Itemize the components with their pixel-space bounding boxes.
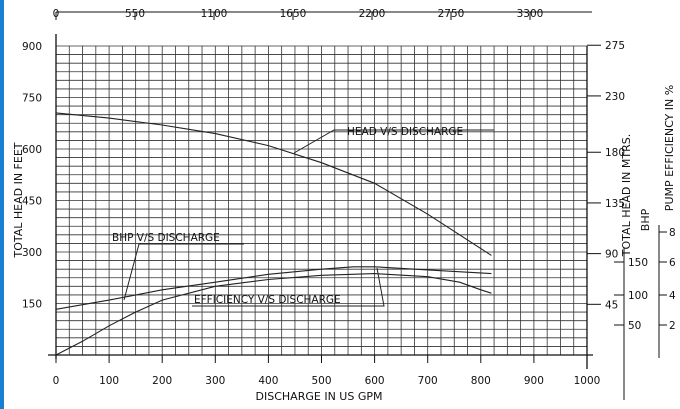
efficiency-annotation-leader	[192, 267, 385, 307]
y-right-tick-label: 45	[605, 299, 618, 311]
y-left-tick-label: 450	[22, 196, 42, 208]
pump-curve-chart: 0 100 200 300 400 500 600 700 800 900 1000 0 550 1100…	[12, 8, 676, 403]
y-right-tick-label: 275	[605, 40, 625, 52]
x-tick-label: 200	[152, 375, 172, 387]
y-left-tick-label: 900	[22, 41, 42, 53]
x-top-tick-label: 1650	[280, 8, 307, 20]
y-left-tick-label: 150	[22, 299, 42, 311]
grid	[55, 45, 588, 356]
bhp-tick-label: 150	[628, 257, 648, 269]
x-axis-label: DISCHARGE IN US GPM	[256, 390, 383, 403]
y-right-tick-label: 180	[605, 147, 625, 159]
bhp-axis-label: BHP	[639, 208, 652, 231]
bhp-tick-label: 50	[628, 320, 641, 332]
x-tick-label: 300	[205, 375, 225, 387]
x-tick-label: 500	[311, 375, 331, 387]
bhp-annotation-leader	[123, 243, 244, 301]
bhp-tick-label: 100	[628, 290, 648, 302]
x-tick-label: 1000	[574, 375, 601, 387]
y-right-tick-label: 90	[605, 249, 618, 261]
head-v-s-discharge-curve	[55, 112, 492, 256]
x-tick-label: 900	[524, 375, 544, 387]
efficiency-tick-label: 8	[669, 227, 676, 239]
x-top-tick-label: 1100	[201, 8, 228, 20]
y-left-tick-label: 750	[22, 93, 42, 105]
y-left-tick-label: 300	[22, 247, 42, 259]
x-top-tick-label: 2750	[438, 8, 465, 20]
efficiency-axis-label: PUMP EFFICIENCY IN %	[663, 85, 676, 211]
x-tick-label: 600	[365, 375, 385, 387]
x-top-tick-label: 2200	[359, 8, 386, 20]
x-top-tick-label: 0	[53, 8, 60, 20]
efficiency-tick-label: 4	[669, 290, 676, 302]
efficiency-tick-label: 6	[669, 257, 676, 269]
x-tick-label: 700	[418, 375, 438, 387]
x-tick-label: 400	[258, 375, 278, 387]
bhp-annotation-label: BHP V/S DISCHARGE	[112, 232, 220, 244]
efficiency-v-s-discharge-curve	[55, 273, 492, 356]
chart-canvas: 0 100 200 300 400 500 600 700 800 900 1000 0 550 1100…	[4, 0, 680, 409]
tick-labels: 0 100 200 300 400 500 600 700 800 900 1000 0 550 1100…	[22, 8, 676, 387]
x-tick-label: 100	[99, 375, 119, 387]
axes	[48, 11, 667, 400]
curves	[55, 112, 492, 356]
y-axis-label-right: TOTAL HEAD IN MTRS.	[620, 134, 633, 257]
x-top-tick-label: 550	[125, 8, 145, 20]
bhp-v-s-discharge-curve	[55, 266, 492, 310]
annotations: HEAD V/S DISCHARGE BHP V/S DISCHARGE EFFIC…	[112, 126, 494, 307]
y-axis-label-left: TOTAL HEAD IN FEET	[12, 142, 25, 258]
y-left-tick-label: 600	[22, 144, 42, 156]
head-annotation-label: HEAD V/S DISCHARGE	[347, 126, 463, 138]
y-right-tick-label: 135	[605, 198, 625, 210]
head-annotation-leader	[293, 129, 494, 154]
y-right-tick-label: 230	[605, 91, 625, 103]
x-tick-label: 0	[53, 375, 60, 387]
x-top-tick-label: 3300	[517, 8, 544, 20]
efficiency-annotation-label: EFFICIENCY V/S DISCHARGE	[194, 294, 341, 306]
x-tick-label: 800	[471, 375, 491, 387]
efficiency-tick-label: 2	[669, 320, 676, 332]
